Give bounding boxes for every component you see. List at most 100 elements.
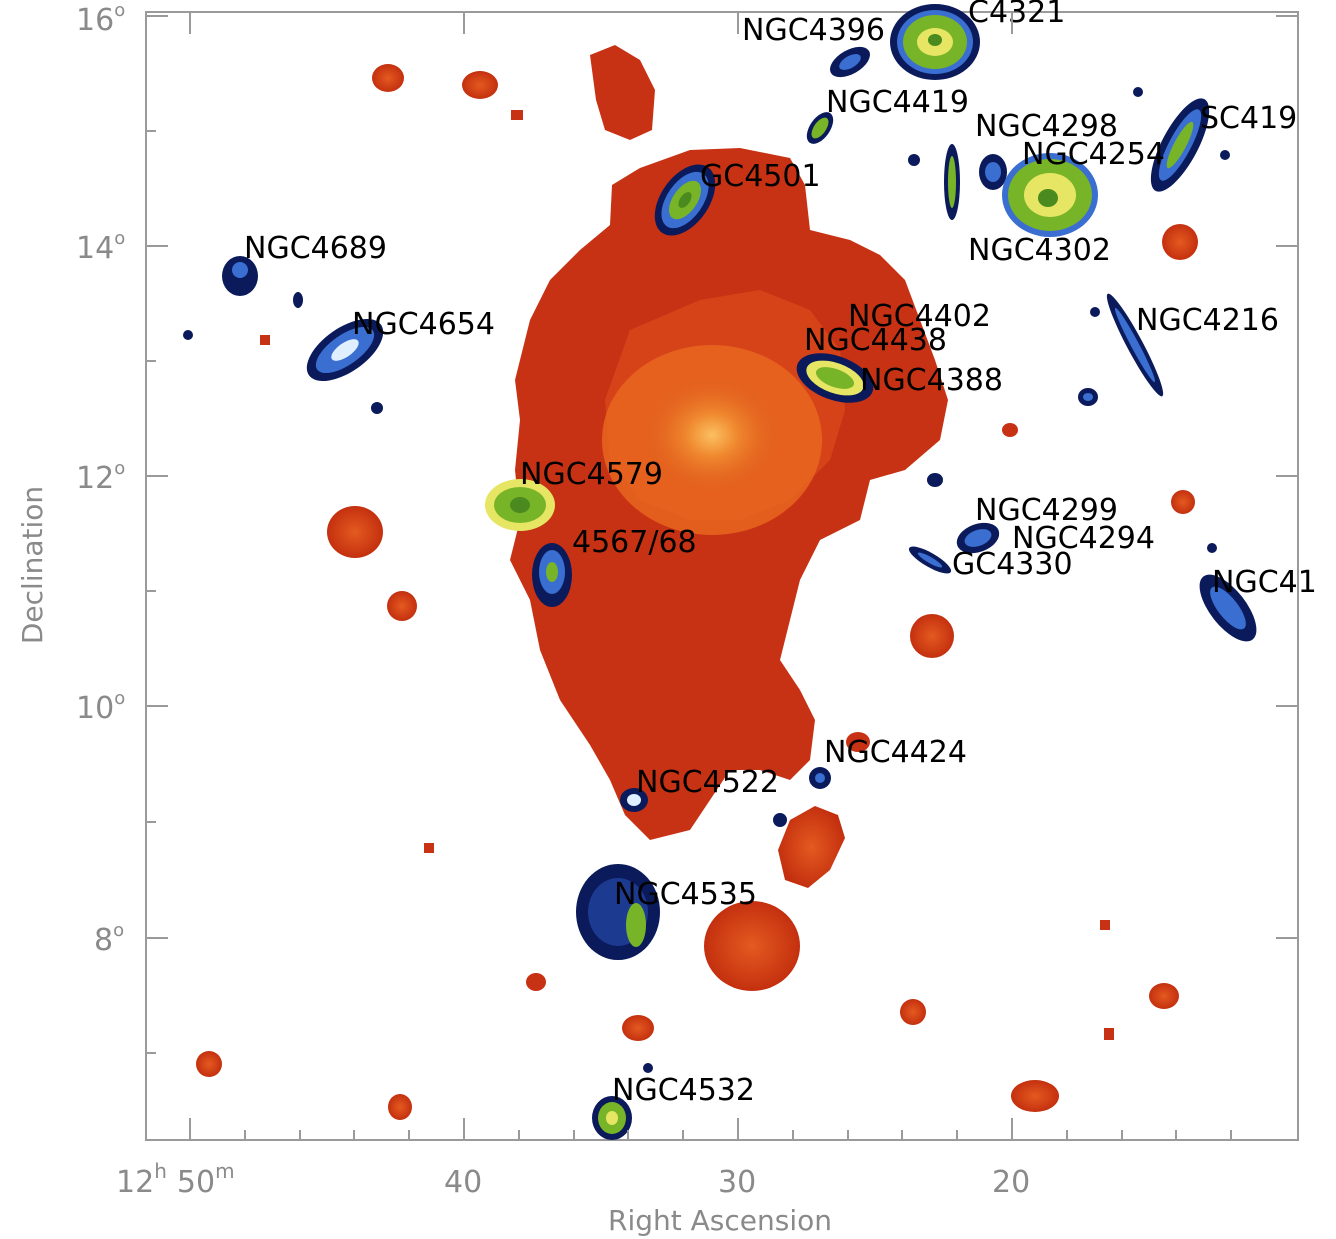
xray-blob [1104,1028,1114,1040]
xray-halo [510,45,948,840]
hi-detection [1220,150,1230,160]
hi-detection [1133,87,1143,97]
x-tick-label: 20 [992,1165,1030,1200]
galaxy-ngc4424 [809,767,831,789]
y-tick-label: 16o [76,0,125,38]
xray-blob [622,1015,654,1041]
x-axis-title: Right Ascension [608,1204,832,1237]
label-ngc4192: SC419 [1200,101,1297,136]
xray-blob [372,64,404,92]
y-tick-label: 12o [76,458,125,496]
galaxy-labels: NGC4396 C4321 NGC4419 NGC4298 NGC4254 SC… [244,0,1317,1108]
xray-blob [910,614,954,658]
galaxy-ngc4298 [979,154,1007,190]
xray-blob [462,71,498,99]
xray-blob [196,1051,222,1077]
y-axis-title: Declination [16,486,49,644]
label-ngc4298: NGC4298 [975,109,1118,144]
label-ngc4216: NGC4216 [1136,303,1279,338]
label-ngc4567-68: 4567/68 [572,525,697,560]
label-ngc4254: NGC4254 [1022,137,1165,172]
label-ngc4532: NGC4532 [612,1073,755,1108]
galaxy-ngc4522 [620,788,648,812]
y-tick-label: 10o [76,688,125,726]
galaxy-ngc4192 [1150,98,1210,192]
label-ngc4189: NGC41 [1212,565,1317,600]
x-tick-label: 12h 50m [116,1159,235,1200]
xray-blob [1002,423,1018,437]
xray-blob [1011,1080,1059,1112]
label-ngc4424: NGC4424 [824,735,967,770]
hi-detection [908,154,920,166]
label-ngc4402: NGC4402 [848,299,991,334]
label-ngc4501: GC4501 [700,159,821,194]
plot-frame [145,11,1299,1141]
galaxy-ngc4567-68 [532,543,572,607]
xray-blob [388,1094,412,1120]
hi-detection [1083,393,1093,401]
xray-blob [260,335,270,345]
xray-blob [846,732,870,752]
label-ngc4689: NGC4689 [244,231,387,266]
hi-detection [371,402,383,414]
xray-core [642,375,782,495]
label-ngc4302: NGC4302 [968,233,1111,268]
xray-blob [424,843,434,853]
y-tick-label: 14o [76,228,125,266]
hi-detection [927,473,943,487]
galaxy-ngc4388 [796,353,874,403]
galaxy-ngc4654 [306,318,384,382]
label-ngc4522: NGC4522 [636,765,779,800]
hi-detection [773,813,787,827]
label-ngc4388: NGC4388 [860,363,1003,398]
xray-blob [704,901,800,991]
hi-detection [293,292,303,308]
x-tick-label: 40 [444,1165,482,1200]
galaxy-ngc4330 [908,546,952,574]
galaxy-ngc4501 [654,164,716,236]
label-ngc4419: NGC4419 [826,85,969,120]
galaxy-ngc4535 [576,864,660,960]
galaxy-ngc4302 [944,144,960,220]
galaxy-ngc4396 [830,46,870,78]
x-tick-labels: 12h 50m 40 30 20 [116,1159,1030,1200]
xray-blob [526,973,546,991]
galaxy-ngc4216 [1106,293,1164,397]
label-ngc4535: NGC4535 [614,877,757,912]
hi-detection [643,1063,653,1073]
label-ngc4321: C4321 [968,0,1065,30]
xray-blob [327,506,383,558]
xray-blob [511,110,523,120]
galaxy-ngc4579 [485,479,555,531]
x-tick-label: 30 [718,1165,756,1200]
label-ngc4579: NGC4579 [520,457,663,492]
galaxy-ngc4532 [592,1096,632,1140]
y-tick-label: 8o [94,920,124,958]
xray-blob [900,999,926,1025]
xray-blobs [196,64,1198,1120]
galaxy-ngc4294 [956,522,1000,554]
hi-detection [1207,543,1217,553]
xray-blob [387,591,417,621]
tick-marks [146,12,1298,1140]
label-ngc4654: NGC4654 [352,307,495,342]
xray-north-lobe [590,45,655,140]
label-ngc4299: NGC4299 [975,493,1118,528]
xray-blob [1149,983,1179,1009]
galaxy-ngc4419 [806,112,834,144]
xray-blob [1171,490,1195,514]
galaxy-ngc4254 [1002,153,1098,237]
galaxy-ngc4189 [1199,574,1257,642]
label-ngc4330: GC4330 [952,547,1073,582]
xray-blob [778,806,845,888]
label-ngc4438: NGC4438 [804,323,947,358]
label-ngc4396: NGC4396 [742,13,885,48]
xray-blob [1100,920,1110,930]
galaxy-ngc4689 [222,256,258,296]
hi-detection [1090,307,1100,317]
xray-blob [1162,224,1198,260]
galaxy-ngc4321 [890,4,980,80]
label-ngc4294: NGC4294 [1012,521,1155,556]
hi-detection [183,330,193,340]
